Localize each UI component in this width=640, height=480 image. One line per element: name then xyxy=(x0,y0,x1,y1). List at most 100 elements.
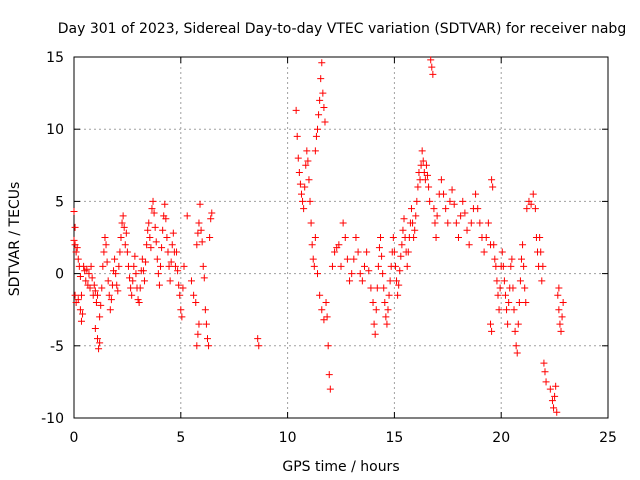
data-point xyxy=(129,277,137,285)
data-point xyxy=(162,215,170,223)
data-point xyxy=(311,147,319,155)
data-point xyxy=(496,284,504,292)
data-point xyxy=(437,176,445,184)
data-point xyxy=(356,270,364,278)
y-tick-label: 0 xyxy=(55,267,64,283)
data-point xyxy=(200,274,208,282)
data-point xyxy=(316,96,324,104)
data-point xyxy=(117,234,125,241)
data-point xyxy=(91,324,99,332)
data-point xyxy=(305,176,313,184)
data-point xyxy=(119,212,127,220)
data-point xyxy=(552,382,560,390)
data-point xyxy=(428,63,436,71)
data-point xyxy=(194,330,202,338)
x-tick-label: 0 xyxy=(70,430,79,446)
data-point xyxy=(111,255,119,263)
data-point xyxy=(527,200,535,208)
data-point xyxy=(454,234,462,241)
data-point xyxy=(358,277,366,285)
x-tick-label: 25 xyxy=(599,430,617,446)
data-point xyxy=(522,298,530,306)
data-point xyxy=(294,154,302,162)
data-point xyxy=(122,229,130,237)
data-point xyxy=(121,241,129,249)
data-point xyxy=(515,298,523,306)
data-point xyxy=(93,291,101,299)
data-point xyxy=(510,306,518,314)
data-point xyxy=(177,306,185,314)
data-point xyxy=(149,197,157,205)
data-point xyxy=(120,223,128,231)
data-point xyxy=(399,226,407,234)
data-point xyxy=(472,190,480,198)
data-point xyxy=(70,208,78,216)
data-point xyxy=(93,335,101,343)
data-point xyxy=(86,284,94,292)
data-point xyxy=(386,277,394,285)
data-point xyxy=(96,339,104,347)
data-point xyxy=(457,212,465,220)
data-point xyxy=(118,219,126,227)
data-point xyxy=(467,219,475,227)
data-point xyxy=(79,310,87,318)
data-point xyxy=(382,313,390,321)
data-point xyxy=(134,296,142,304)
y-tick-label: 5 xyxy=(55,194,64,210)
data-point xyxy=(197,226,205,234)
data-point xyxy=(76,272,84,280)
data-point xyxy=(409,219,417,227)
data-point xyxy=(476,219,484,227)
data-point xyxy=(303,147,311,155)
data-point xyxy=(422,161,430,169)
data-point xyxy=(389,234,397,241)
data-point xyxy=(537,248,545,256)
data-point xyxy=(328,262,336,270)
y-tick-label: 15 xyxy=(46,50,64,66)
data-point xyxy=(407,205,415,213)
data-point xyxy=(202,320,210,328)
data-point xyxy=(77,291,85,299)
data-point xyxy=(370,320,378,328)
data-point xyxy=(397,252,405,260)
y-tick-label: -10 xyxy=(41,411,64,427)
data-point xyxy=(178,313,186,321)
data-point xyxy=(71,223,79,231)
data-point xyxy=(112,270,120,278)
data-point xyxy=(367,284,375,292)
y-axis: -10 -5 0 5 10 15 xyxy=(41,50,608,427)
data-point xyxy=(87,262,95,270)
data-point xyxy=(348,270,356,278)
data-point xyxy=(304,157,312,165)
data-point xyxy=(292,106,300,114)
data-point xyxy=(385,291,393,299)
data-point xyxy=(541,368,549,376)
data-point xyxy=(487,320,495,328)
data-point xyxy=(76,306,84,314)
data-point xyxy=(346,277,354,285)
data-point xyxy=(131,252,139,260)
data-point xyxy=(113,281,121,289)
data-point xyxy=(363,248,371,256)
data-point xyxy=(452,219,460,227)
data-point xyxy=(426,197,434,205)
data-point xyxy=(440,190,448,198)
data-point xyxy=(394,291,402,299)
data-point xyxy=(383,320,391,328)
data-point xyxy=(350,255,358,263)
data-point xyxy=(548,397,556,405)
data-point xyxy=(180,262,188,270)
data-point xyxy=(144,226,152,234)
data-point xyxy=(379,270,387,278)
data-point xyxy=(194,229,202,237)
data-point xyxy=(77,317,85,325)
data-point xyxy=(163,234,171,241)
data-point xyxy=(123,248,131,256)
data-point xyxy=(310,262,318,270)
data-point xyxy=(484,219,492,227)
data-point xyxy=(293,132,301,140)
x-tick-label: 20 xyxy=(492,430,510,446)
data-point xyxy=(195,320,203,328)
data-point xyxy=(132,270,140,278)
